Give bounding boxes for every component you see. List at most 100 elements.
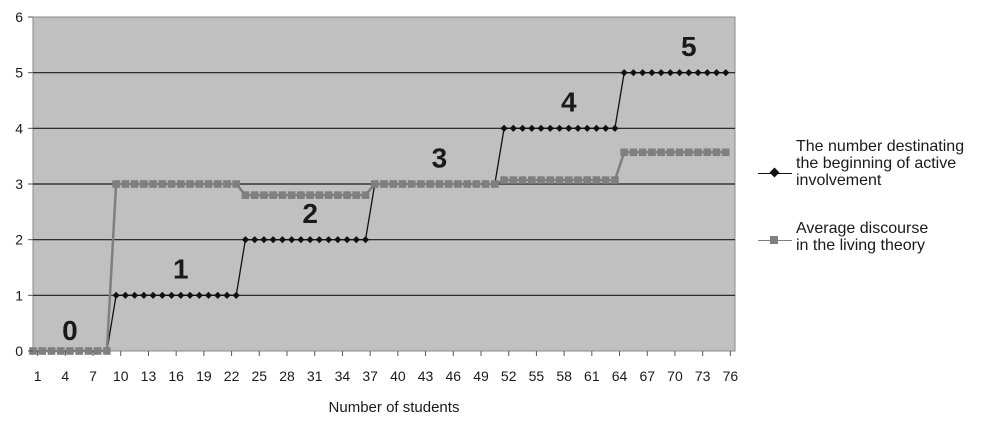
x-tick-label: 31 [307, 368, 323, 384]
data-point [426, 180, 434, 188]
data-point [103, 347, 111, 355]
legend-label-discourse: Average discourse in the living theory [796, 220, 929, 254]
data-point [315, 191, 324, 199]
x-tick-label: 61 [584, 368, 600, 384]
data-point [130, 180, 139, 188]
series-markers-discourse [29, 148, 730, 355]
data-point [491, 180, 499, 188]
data-point [260, 236, 268, 244]
data-point [56, 347, 65, 355]
data-point [500, 124, 508, 132]
step-annotations: 0 1 2 3 4 5 [62, 31, 696, 346]
data-point [287, 191, 296, 199]
data-point [149, 291, 157, 299]
data-point [703, 69, 711, 77]
step-annotation: 1 [173, 254, 189, 285]
data-point [583, 176, 592, 184]
data-point [527, 176, 536, 184]
data-point [565, 124, 573, 132]
data-point [685, 69, 693, 77]
data-point [685, 148, 693, 157]
data-point [555, 124, 564, 132]
data-point [260, 191, 268, 199]
data-point [528, 124, 536, 132]
data-point [334, 236, 342, 244]
data-point [241, 236, 250, 244]
data-point [648, 148, 656, 157]
data-point [306, 191, 314, 199]
step-annotation: 3 [432, 142, 448, 173]
data-point [537, 124, 545, 132]
data-point [500, 176, 508, 184]
data-point [509, 176, 518, 184]
legend-item-discourse: Average discourse in the living theory [758, 220, 928, 254]
data-point [666, 69, 674, 77]
x-tick-label: 22 [224, 368, 240, 384]
data-point [269, 191, 277, 199]
data-point [694, 69, 702, 77]
data-point [158, 291, 166, 299]
x-tick-label: 4 [61, 368, 69, 384]
x-tick-label: 37 [362, 368, 378, 384]
data-point [454, 180, 462, 188]
data-point [306, 236, 314, 244]
data-point [694, 148, 702, 157]
legend-swatch-involvement [758, 166, 792, 180]
data-point [602, 124, 610, 132]
data-point [93, 347, 102, 355]
data-point [611, 124, 619, 132]
data-point [620, 148, 628, 157]
x-tick-label: 28 [279, 368, 295, 384]
x-tick-label: 67 [639, 368, 655, 384]
step-annotation: 4 [561, 87, 577, 118]
series-layer [29, 69, 730, 355]
x-tick-label: 10 [113, 368, 129, 384]
data-point [537, 176, 545, 184]
x-tick-label: 49 [473, 368, 489, 384]
data-point [666, 148, 675, 157]
data-point [177, 291, 185, 299]
series-line-discourse [33, 151, 726, 353]
data-point [158, 180, 167, 188]
data-point [195, 180, 204, 188]
data-point [398, 180, 407, 188]
data-point [380, 180, 388, 188]
x-tick-label: 64 [612, 368, 628, 384]
data-point [361, 191, 370, 199]
data-point [334, 191, 342, 199]
data-point [657, 69, 665, 77]
data-point [574, 124, 582, 132]
y-tick-label: 4 [15, 120, 23, 136]
data-point [712, 69, 721, 77]
y-tick-label: 0 [15, 343, 23, 359]
x-tick-label: 73 [695, 368, 711, 384]
data-point [297, 191, 305, 199]
data-point [149, 180, 157, 188]
data-point [721, 148, 730, 157]
data-point [315, 236, 323, 244]
data-point [186, 291, 194, 299]
data-point [417, 180, 425, 188]
data-point [444, 180, 453, 188]
data-point [472, 180, 481, 188]
x-tick-label: 58 [556, 368, 572, 384]
data-point [278, 236, 286, 244]
data-point [140, 291, 148, 299]
data-point [167, 180, 176, 188]
data-point [140, 180, 148, 188]
step-annotation: 5 [681, 31, 697, 62]
data-point [186, 180, 194, 188]
data-point [657, 148, 665, 157]
data-point [232, 180, 241, 188]
data-point [611, 176, 619, 184]
data-point [703, 148, 712, 157]
data-point [47, 347, 56, 355]
data-point [288, 236, 296, 244]
data-point [204, 291, 213, 299]
legend: The number destinating the beginning of … [758, 0, 1001, 300]
x-tick-label: 43 [418, 368, 434, 384]
data-point [518, 124, 527, 132]
x-tick-label: 25 [252, 368, 268, 384]
